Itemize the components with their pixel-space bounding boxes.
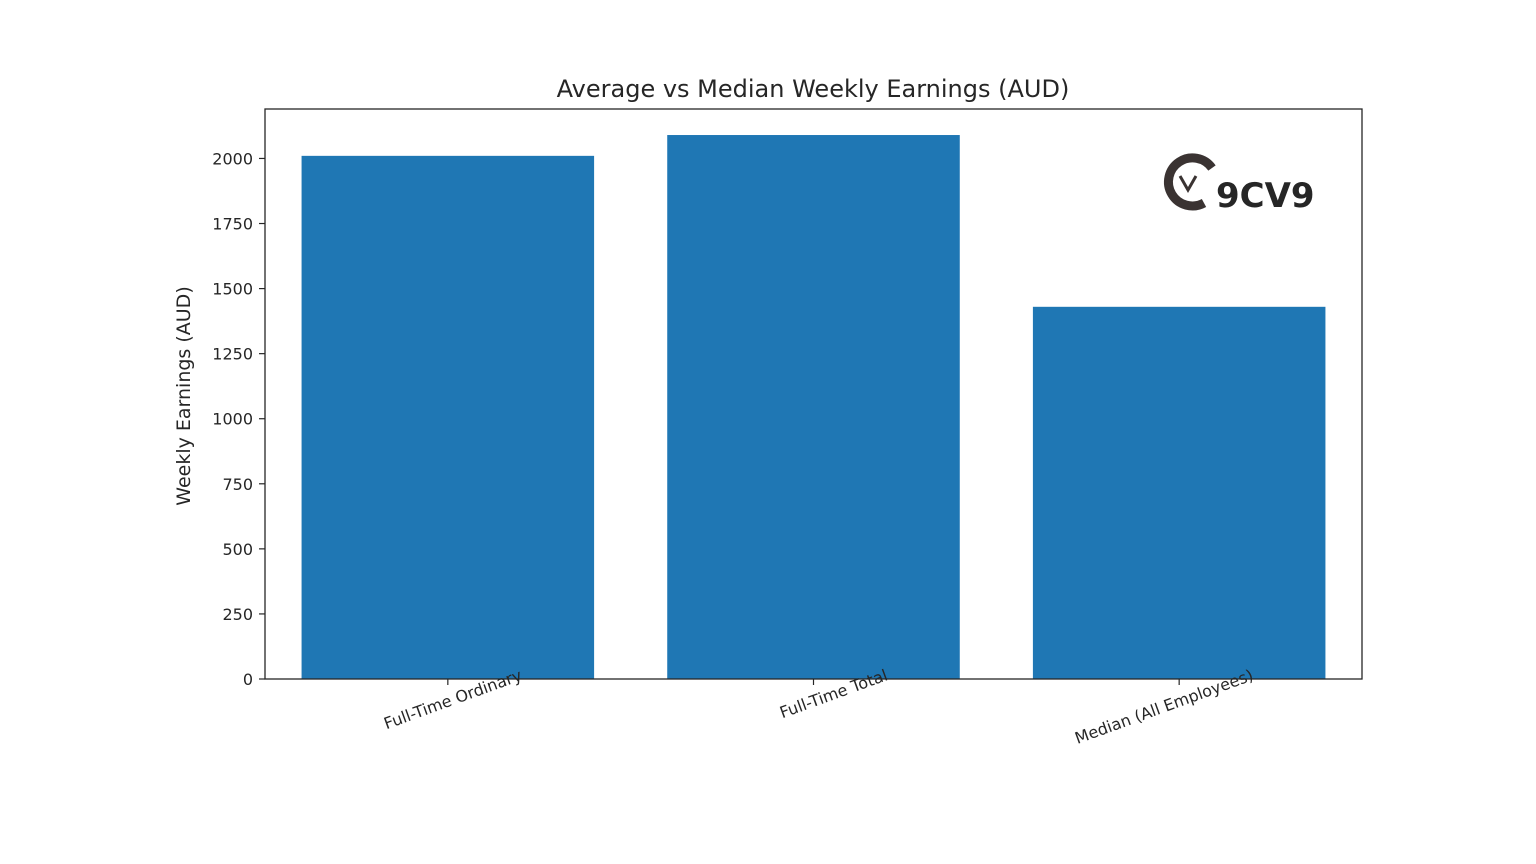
9cv9-logo-icon [1164, 153, 1216, 211]
y-tick-label: 1500 [212, 280, 253, 299]
watermark-logo: 9CV9 [1164, 153, 1315, 216]
bar-0 [301, 155, 595, 680]
y-tick-label: 0 [243, 670, 253, 689]
y-tick-label: 1250 [212, 345, 253, 364]
y-tick-label: 500 [222, 540, 253, 559]
y-axis: 0 250 500 750 1000 1250 1500 1750 2000 [212, 149, 265, 689]
plot-frame [264, 108, 1363, 680]
bar-1 [667, 135, 960, 679]
bar-2 [1032, 306, 1326, 679]
y-axis-label: Weekly Earnings (AUD) [173, 286, 195, 505]
y-tick-label: 2000 [212, 149, 253, 168]
y-tick-label: 750 [222, 475, 253, 494]
y-tick-label: 1750 [212, 215, 253, 234]
y-tick-label: 1000 [212, 410, 253, 429]
watermark-text: 9CV9 [1216, 176, 1315, 216]
y-tick-label: 250 [222, 605, 253, 624]
bars-group [301, 135, 1326, 680]
chart-title: Average vs Median Weekly Earnings (AUD) [557, 75, 1070, 103]
